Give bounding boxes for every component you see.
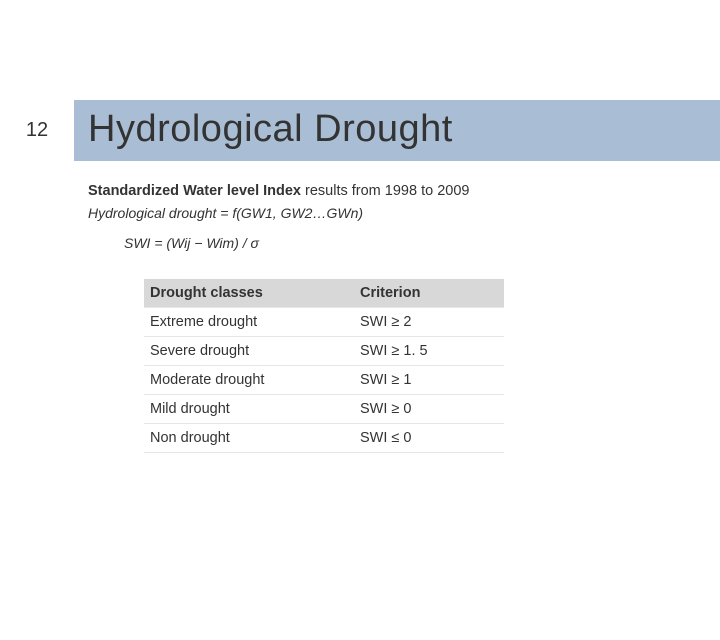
table-row: Extreme drought SWI ≥ 2 bbox=[144, 308, 504, 337]
table-cell: Mild drought bbox=[144, 395, 354, 424]
title-box: Hydrological Drought bbox=[74, 100, 720, 161]
table-cell: SWI ≥ 0 bbox=[354, 395, 504, 424]
table-cell: Extreme drought bbox=[144, 308, 354, 337]
formula: SWI = (Wij − Wim) / σ bbox=[124, 235, 720, 251]
table-header-row: Drought classes Criterion bbox=[144, 279, 504, 308]
table-row: Severe drought SWI ≥ 1. 5 bbox=[144, 337, 504, 366]
subtitle-line: Standardized Water level Index results f… bbox=[88, 183, 720, 199]
table-cell: Non drought bbox=[144, 424, 354, 453]
table-header-cell: Drought classes bbox=[144, 279, 354, 308]
page-number-box: 12 bbox=[0, 100, 74, 161]
subtitle-rest: results from 1998 to 2009 bbox=[301, 183, 469, 199]
table-cell: Severe drought bbox=[144, 337, 354, 366]
table-cell: SWI ≥ 2 bbox=[354, 308, 504, 337]
table-cell: Moderate drought bbox=[144, 366, 354, 395]
subtitle-bold: Standardized Water level Index bbox=[88, 183, 301, 199]
slide-body: Standardized Water level Index results f… bbox=[88, 183, 720, 453]
table-cell: SWI ≥ 1 bbox=[354, 366, 504, 395]
table-row: Non drought SWI ≤ 0 bbox=[144, 424, 504, 453]
slide-title: Hydrological Drought bbox=[88, 108, 706, 151]
drought-table: Drought classes Criterion Extreme drough… bbox=[144, 279, 504, 453]
table-cell: SWI ≥ 1. 5 bbox=[354, 337, 504, 366]
slide-header: 12 Hydrological Drought bbox=[0, 100, 720, 161]
page-number: 12 bbox=[26, 119, 48, 142]
table-header-cell: Criterion bbox=[354, 279, 504, 308]
function-line: Hydrological drought = f(GW1, GW2…GWn) bbox=[88, 205, 720, 221]
table-row: Mild drought SWI ≥ 0 bbox=[144, 395, 504, 424]
slide: 12 Hydrological Drought Standardized Wat… bbox=[0, 100, 720, 640]
drought-table-wrap: Drought classes Criterion Extreme drough… bbox=[144, 279, 720, 453]
table-row: Moderate drought SWI ≥ 1 bbox=[144, 366, 504, 395]
table-cell: SWI ≤ 0 bbox=[354, 424, 504, 453]
